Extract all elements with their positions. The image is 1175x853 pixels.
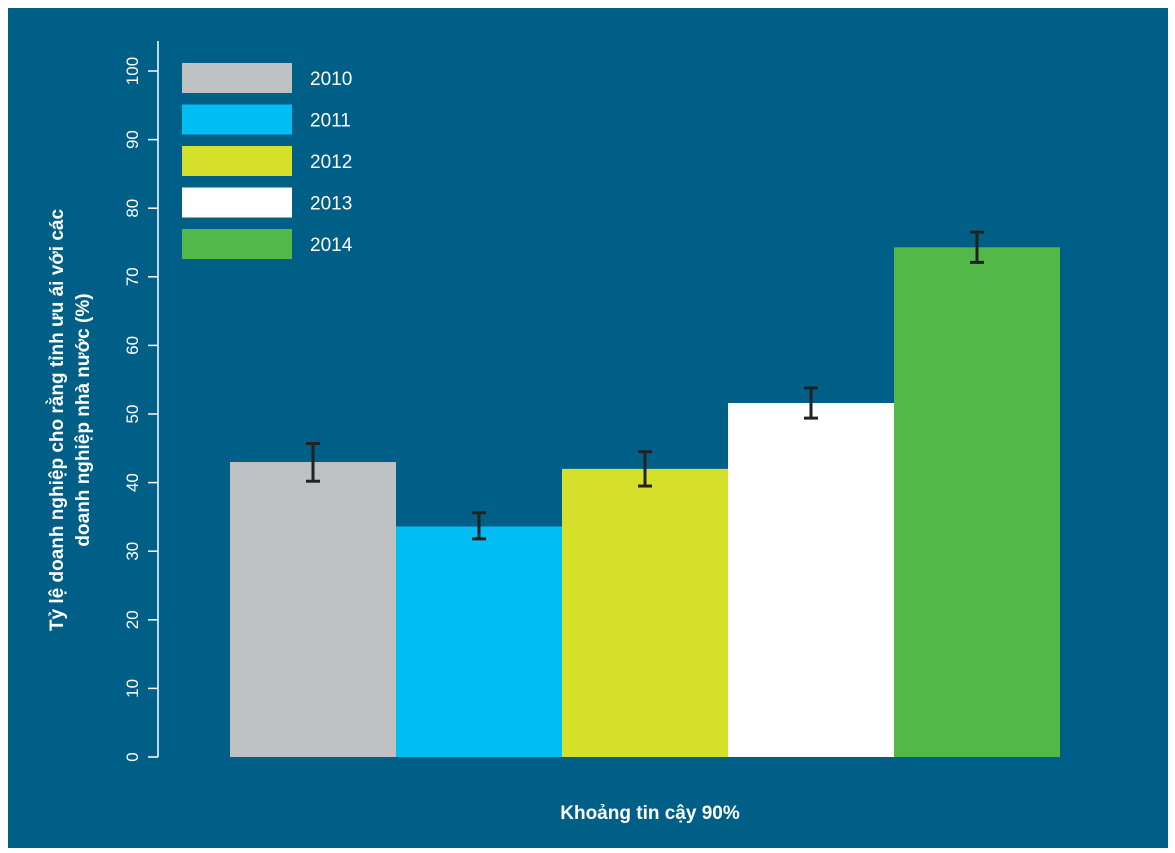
legend-swatch-2012 (182, 146, 292, 176)
legend-swatch-2013 (182, 187, 292, 218)
y-tick-label: 20 (123, 610, 142, 629)
bar-2013 (728, 403, 894, 757)
y-axis-title-line-1: Tỷ lệ doanh nghiệp cho rằng tỉnh ưu ái v… (46, 209, 68, 632)
y-tick-label: 0 (123, 752, 142, 761)
y-axis-title-line-2: doanh nghiệp nhà nước (%) (73, 293, 94, 546)
bar-2014 (894, 247, 1060, 757)
legend-label-2012: 2012 (310, 152, 352, 173)
error-bar-2010 (306, 441, 320, 483)
legend: 2010 2011 2012 2013 2014 (182, 63, 353, 259)
y-tick-label: 70 (123, 267, 142, 286)
legend-label-2013: 2013 (310, 194, 352, 215)
legend-swatch-2010 (182, 63, 292, 93)
y-tick-label: 80 (123, 199, 142, 218)
error-bar-2014 (970, 230, 984, 264)
error-bars (306, 230, 984, 541)
error-bar-2011 (472, 511, 486, 541)
legend-swatch-2014 (182, 229, 292, 259)
y-axis: 0 10 20 30 40 50 60 70 80 90 100 (123, 41, 159, 762)
legend-label-2014: 2014 (310, 235, 353, 256)
legend-label-2010: 2010 (310, 69, 352, 90)
y-tick-label: 50 (123, 405, 142, 424)
error-bar-2013 (804, 386, 818, 420)
error-bar-2012 (638, 450, 652, 488)
y-tick-label: 90 (123, 130, 142, 149)
x-axis-title: Khoảng tin cậy 90% (560, 803, 740, 824)
chart-panel: 0 10 20 30 40 50 60 70 80 90 100 2010 2011 2012 2013 2… (8, 8, 1168, 848)
legend-swatch-2011 (182, 104, 292, 135)
y-tick-label: 10 (123, 679, 142, 698)
legend-label-2011: 2011 (310, 111, 351, 132)
y-tick-label: 60 (123, 336, 142, 355)
bar-2012 (562, 468, 728, 757)
bar-2010 (230, 462, 396, 757)
y-tick-label: 100 (123, 57, 142, 85)
y-tick-label: 40 (123, 473, 142, 492)
y-tick-label: 30 (123, 542, 142, 561)
bar-2011 (396, 526, 562, 757)
bars (230, 247, 1060, 757)
